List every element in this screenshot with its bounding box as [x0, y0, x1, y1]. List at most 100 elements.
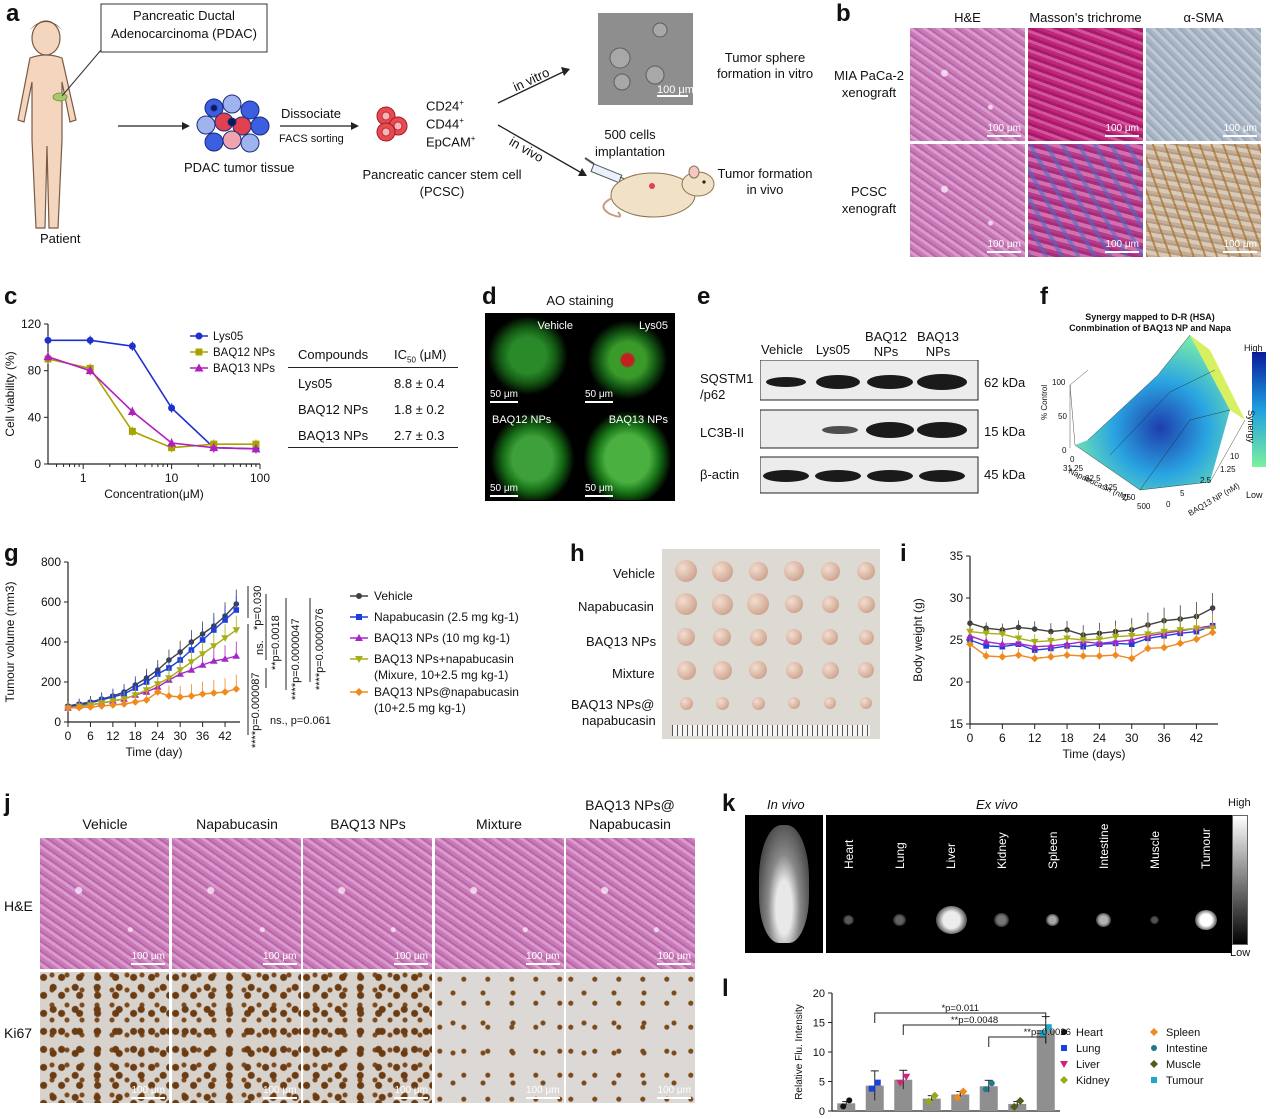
h-tumor	[785, 595, 803, 613]
k-organ	[843, 915, 854, 925]
panel-label-c: c	[4, 283, 18, 310]
f-title-line2: Conmbination of BAQ13 NP and Napa	[1069, 323, 1231, 333]
c-y-tick-label: 0	[34, 457, 41, 471]
l-significance-bracket	[988, 1036, 1047, 1047]
l-y-tick-label: 15	[813, 1018, 825, 1030]
j-col-baq13: BAQ13 NPs	[330, 816, 406, 832]
c-data-point	[128, 342, 136, 350]
j-scale-bar: 100 μm	[657, 1085, 691, 1099]
h-tumor	[711, 560, 733, 582]
l-point	[868, 1085, 875, 1092]
i-x-tick-label: 18	[1060, 731, 1074, 745]
f-colorbar-high: High	[1244, 343, 1263, 353]
h-tumor	[786, 629, 802, 645]
g-x-tick-label: 36	[196, 729, 210, 743]
j-he-image: 100 μm	[40, 838, 169, 969]
i-data-point	[1111, 633, 1120, 641]
l-y-tick-label: 10	[813, 1047, 825, 1059]
e-row1-line2: /p62	[700, 387, 726, 402]
i-data-point	[1095, 636, 1104, 643]
e-col-baq12-nps: NPs	[873, 344, 899, 359]
h-tumor	[749, 661, 767, 679]
k-organ-label: Tumour	[1199, 828, 1213, 869]
panel-label-e: e	[697, 283, 711, 310]
k-organ-label: Muscle	[1148, 830, 1162, 869]
h-tumor	[858, 629, 874, 645]
g-data-point	[221, 635, 229, 642]
panel-label-f: f	[1040, 283, 1048, 310]
k-in-vivo-image	[745, 815, 823, 953]
i-data-point	[1063, 651, 1071, 659]
f-xt-500: 500	[1137, 502, 1151, 511]
implant-line1: 500 cells	[604, 127, 656, 142]
i-data-point	[1047, 642, 1055, 649]
patient-label: Patient	[40, 231, 81, 246]
h-row-baq13: BAQ13 NPs	[586, 634, 657, 649]
i-data-point	[967, 620, 973, 626]
c-data-point	[128, 427, 136, 435]
g-y-tick-label: 200	[41, 675, 61, 689]
panel-label-b: b	[836, 0, 851, 27]
k-organ	[893, 914, 907, 926]
i-data-point	[1014, 635, 1023, 643]
h-tumor	[747, 593, 769, 615]
g-x-label: Time (day)	[126, 745, 183, 759]
g-series-line	[67, 603, 237, 707]
h-tumor	[821, 661, 839, 679]
k-organ	[1096, 913, 1112, 927]
c-data-point	[43, 352, 53, 361]
c-table-head-ic50: IC50 (μM)	[394, 347, 447, 365]
g-data-point	[210, 689, 218, 697]
c-data-point	[168, 444, 176, 452]
b-masson-pcsc-image: 100 μm	[1028, 144, 1143, 257]
panel-label-d: d	[482, 283, 497, 310]
i-data-point	[1208, 628, 1217, 637]
i-data-point	[1095, 652, 1104, 660]
b-he-pcsc-image: 100 μm	[910, 144, 1025, 257]
i-y-tick-label: 30	[950, 591, 964, 605]
i-data-point	[1127, 654, 1136, 663]
i-data-point	[1209, 605, 1216, 611]
l-significance-bracket	[902, 1024, 1047, 1035]
h-tumor	[822, 629, 838, 645]
i-data-point	[998, 631, 1007, 638]
panel-label-i: i	[900, 540, 907, 567]
i-data-point	[998, 640, 1007, 647]
g-data-point	[233, 607, 240, 613]
h-tumor	[675, 560, 697, 582]
k-organ	[1046, 914, 1060, 926]
g-legend-label: BAQ13 NPs (10 mg kg-1)	[374, 631, 510, 645]
c-y-tick-label: 80	[28, 364, 42, 378]
f-yt-5: 5	[1180, 489, 1185, 498]
k-organ-label: Liver	[944, 842, 958, 869]
i-data-point	[1031, 647, 1038, 653]
g-stat-5: ****p=0.000087	[250, 672, 262, 748]
l-legend-label: Intestine	[1166, 1043, 1208, 1055]
l-legend-marker	[1061, 1029, 1067, 1035]
g-legend-label: (10+2.5 mg kg-1)	[374, 701, 466, 715]
l-point	[1010, 1102, 1019, 1111]
c-series-line	[47, 355, 257, 450]
dissociate-label: Dissociate	[281, 106, 341, 121]
g-data-point	[232, 685, 241, 693]
j-scale-bar: 100 μm	[262, 1085, 297, 1099]
pdac-box-line2: Adenocarcinoma (PDAC)	[111, 26, 257, 41]
i-data-point	[1063, 640, 1071, 647]
k-ex-vivo-image: Heart Lung Liver Kidney Spleen Intestine Muscl…	[826, 815, 1232, 953]
j-scale-bar: 100 μm	[131, 1085, 165, 1099]
c-data-point	[251, 444, 261, 453]
j-he-image: 100 μm	[303, 838, 432, 969]
g-x-tick-label: 12	[106, 729, 120, 743]
g-legend-marker	[355, 656, 363, 663]
f-xt-0: 0	[1070, 455, 1075, 464]
g-stat-ns2: ns., p=0.061	[270, 715, 331, 727]
g-data-point	[165, 692, 173, 700]
g-data-point	[222, 617, 228, 623]
i-data-point	[1144, 631, 1152, 638]
i-data-point	[1015, 624, 1022, 631]
facs-label: FACS sorting	[279, 133, 344, 145]
g-data-point	[176, 667, 184, 674]
h-tumor	[676, 660, 696, 680]
l-point	[959, 1087, 968, 1096]
